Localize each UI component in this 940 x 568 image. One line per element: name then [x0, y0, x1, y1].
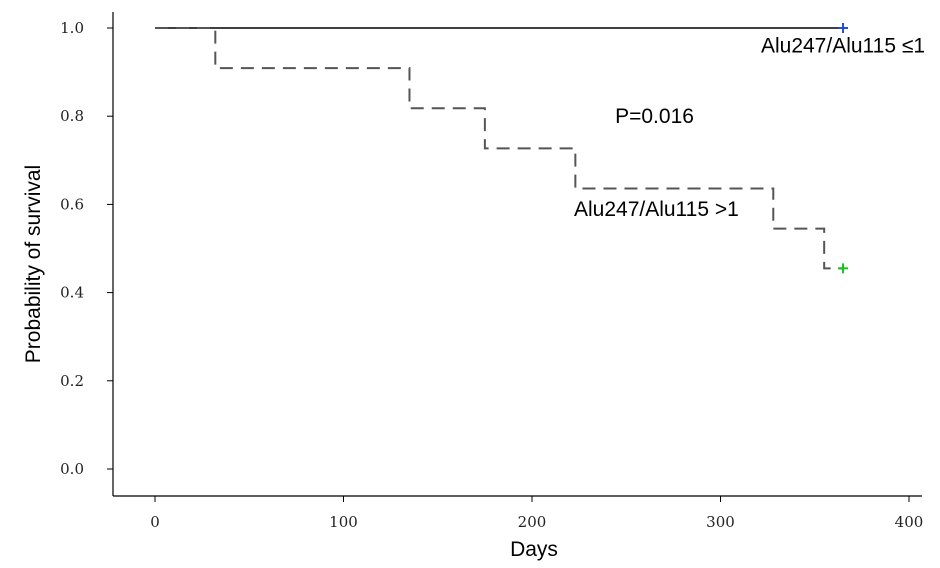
series-layer	[155, 23, 849, 274]
annotation-label: Alu247/Alu115 ≤1	[761, 35, 925, 58]
annotation-label: P=0.016	[615, 105, 694, 128]
y-tick-label: 0.2	[60, 372, 84, 390]
survival-curve-2	[155, 27, 844, 270]
x-tick-label: 300	[706, 513, 735, 531]
y-tick-label: 0.6	[60, 195, 84, 213]
y-tick-label: 0.0	[60, 460, 84, 478]
x-tick-label: 400	[895, 513, 924, 531]
x-tick-label: 0	[150, 513, 160, 531]
y-axis-title: Probability of survival	[22, 165, 45, 363]
y-tick-label: 0.4	[60, 284, 84, 302]
annotations: Alu247/Alu115 ≤1 P=0.016 Alu247/Alu115 >1	[574, 35, 925, 221]
y-tick-label: 1.0	[60, 19, 84, 37]
censor-mark	[838, 23, 849, 33]
annotation-label: Alu247/Alu115 >1	[574, 198, 739, 221]
censor-mark	[838, 263, 849, 274]
x-tick-label: 100	[329, 513, 358, 531]
x-tick-label: 200	[518, 513, 547, 531]
axes	[112, 12, 922, 497]
y-tick-label: 0.8	[60, 107, 84, 125]
ticks: 0.0 0.2 0.4 0.6 0.8 1.0 0 100 200 300 400	[60, 19, 923, 531]
x-axis-title: Days	[510, 538, 558, 561]
